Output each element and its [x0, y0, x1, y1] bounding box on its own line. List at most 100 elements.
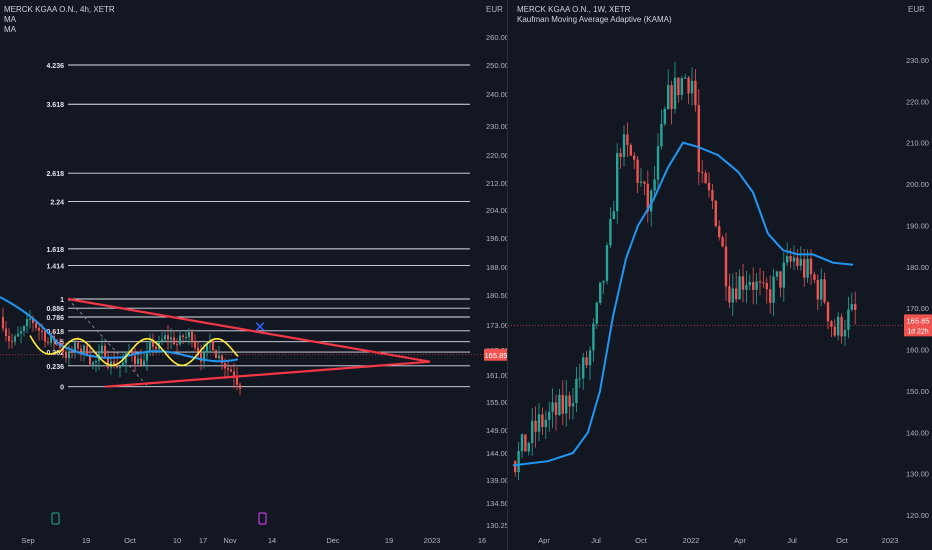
- right-chart-pane[interactable]: MERCK KGAA O.N., 1W, XETR Kaufman Moving…: [508, 0, 932, 550]
- candle-body: [203, 352, 205, 362]
- left-price-tick: 250.00: [486, 61, 508, 70]
- left-price-tick: 155.00: [486, 398, 508, 407]
- weekly-candle-body: [656, 146, 660, 180]
- left-chart-canvas[interactable]: 260.00 250.00 240.00 230.00 220.00 212.00 204.…: [0, 0, 508, 550]
- weekly-candle-body: [544, 419, 547, 427]
- fib-level-label: 2.24: [50, 200, 64, 207]
- left-price-tick: 230.00: [486, 122, 508, 131]
- candle-body: [173, 337, 175, 344]
- candle-body: [224, 363, 226, 369]
- triangle-lower-line: [104, 360, 431, 388]
- fib-level-label: 1: [60, 297, 64, 304]
- candle-body: [95, 360, 97, 363]
- weekly-candle-body: [724, 246, 728, 287]
- weekly-candle-body: [690, 80, 694, 94]
- earnings-flag-icon: [258, 512, 267, 525]
- left-indicator-ma-1[interactable]: MA: [4, 15, 16, 24]
- right-time-tick: Apr: [734, 536, 746, 545]
- fib-level-label: 1.618: [46, 247, 64, 254]
- weekly-candle-body: [820, 279, 823, 300]
- cross-marker-icon: ✕: [254, 319, 267, 336]
- left-price-tick: 260.00: [486, 33, 508, 42]
- left-time-tick: 2023: [424, 536, 441, 545]
- candle-body: [41, 330, 43, 332]
- right-price-tick: 130.00: [906, 470, 929, 479]
- candle-body: [233, 371, 235, 378]
- left-time-tick: 16: [478, 536, 486, 545]
- candle-body: [26, 319, 28, 327]
- candle-body: [149, 341, 151, 352]
- weekly-candle-body: [718, 226, 721, 238]
- weekly-candle-body: [626, 134, 629, 145]
- weekly-candle-body: [789, 256, 792, 262]
- weekly-candle-body: [721, 237, 724, 247]
- fib-trend-line: [67, 298, 149, 387]
- right-time-tick: 2023: [882, 536, 899, 545]
- candle-body: [86, 345, 88, 355]
- candle-body: [176, 343, 178, 345]
- left-time-tick: 14: [268, 536, 276, 545]
- left-time-tick: Nov: [223, 536, 237, 545]
- weekly-candle-body: [585, 357, 588, 366]
- weekly-candle-body: [609, 218, 612, 246]
- candle-body: [134, 355, 136, 365]
- weekly-candle-body: [803, 259, 806, 278]
- left-time-tick: Dec: [326, 536, 340, 545]
- weekly-candle-body: [612, 211, 615, 219]
- fib-level-label: 0.618: [46, 329, 64, 336]
- weekly-candle-body: [554, 402, 558, 415]
- ma-blue-line: [0, 296, 239, 363]
- weekly-candle-body: [701, 172, 704, 174]
- right-price-tick: 190.00: [906, 221, 929, 230]
- weekly-candle-body: [565, 395, 568, 414]
- weekly-candle-body: [833, 326, 836, 336]
- left-chart-pane[interactable]: MERCK KGAA O.N., 4h, XETR MA MA EUR 260.…: [0, 0, 508, 550]
- weekly-candle-body: [578, 378, 581, 380]
- right-price-tick: 210.00: [906, 139, 929, 148]
- candle-body: [179, 335, 181, 345]
- candle-body: [29, 319, 31, 321]
- candle-body: [167, 335, 169, 340]
- left-price-tick: 188.00: [486, 263, 508, 272]
- candle-body: [20, 331, 22, 334]
- candle-body: [101, 345, 103, 354]
- left-price-tick: 144.00: [486, 449, 508, 458]
- weekly-candle-body: [636, 159, 639, 183]
- candle-body: [17, 333, 19, 337]
- weekly-candle-body: [520, 434, 524, 452]
- left-price-tick: 161.00: [486, 371, 508, 380]
- weekly-candle-body: [782, 262, 785, 288]
- right-price-tick: 150.00: [906, 387, 929, 396]
- candle-body: [197, 347, 199, 354]
- weekly-candle-body: [571, 403, 575, 407]
- weekly-candle-body: [711, 190, 714, 201]
- fib-level-label: 0.786: [46, 315, 64, 322]
- left-currency-label: EUR: [486, 5, 503, 14]
- weekly-candle-body: [619, 153, 622, 157]
- right-chart-canvas[interactable]: 230.00 220.00 210.00 200.00 190.00 180.00 170.…: [508, 0, 932, 550]
- candle-body: [80, 348, 82, 353]
- weekly-candle-body: [653, 179, 656, 191]
- weekly-candle-body: [622, 134, 626, 157]
- dividend-flag-icon: [51, 512, 60, 525]
- weekly-candle-body: [762, 282, 765, 284]
- right-indicator-kama[interactable]: Kaufman Moving Average Adaptive (KAMA): [517, 15, 672, 24]
- weekly-candle-body: [673, 77, 677, 109]
- left-indicator-ma-2[interactable]: MA: [4, 25, 16, 34]
- candle-body: [206, 343, 208, 353]
- left-price-tick: 130.25: [486, 521, 508, 530]
- candle-body: [146, 351, 148, 361]
- weekly-candle-body: [663, 108, 666, 124]
- candle-body: [113, 361, 115, 366]
- candle-body: [74, 342, 76, 352]
- weekly-candle-body: [843, 330, 847, 337]
- weekly-candle-body: [769, 289, 772, 303]
- candle-body: [47, 341, 49, 343]
- candle-body: [164, 335, 166, 340]
- left-price-tick: 149.00: [486, 426, 508, 435]
- left-chart-legend: MERCK KGAA O.N., 4h, XETR MA MA: [4, 5, 115, 35]
- left-price-tick: 212.00: [486, 179, 508, 188]
- candle-body: [230, 369, 232, 372]
- weekly-candle-body: [809, 258, 813, 275]
- pane-divider[interactable]: [507, 0, 508, 550]
